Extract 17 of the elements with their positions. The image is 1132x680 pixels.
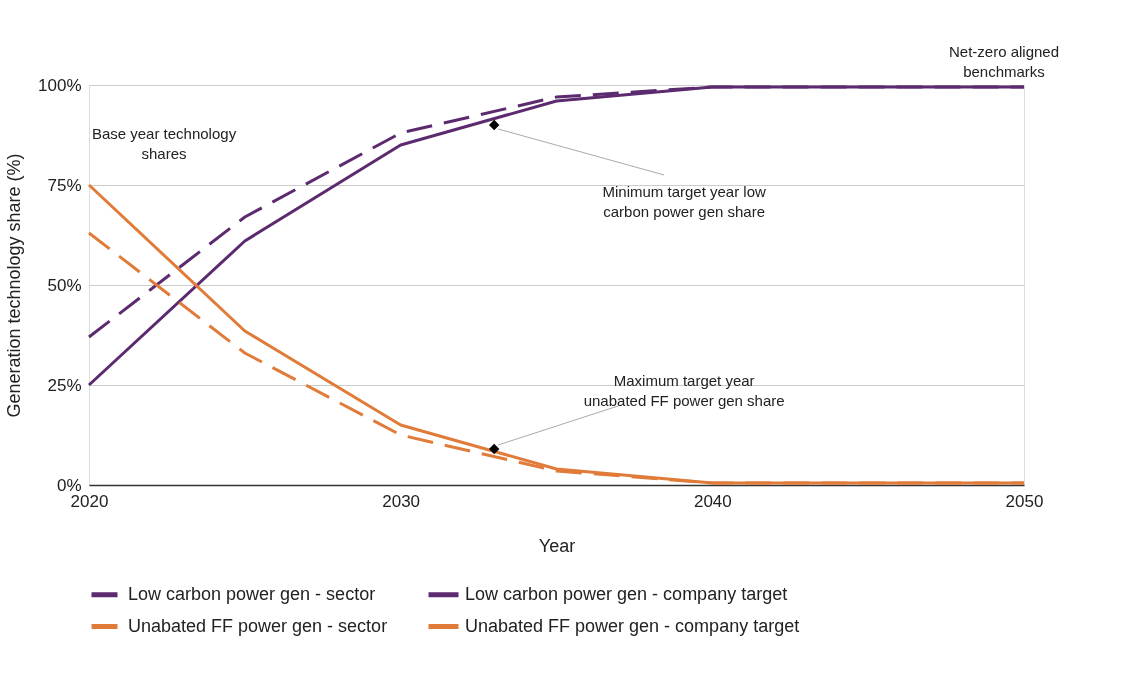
annotation: Base year technology shares (91, 125, 237, 162)
text: Net-zero aligned benchmarks (948, 43, 1060, 80)
annotation: Minimum target year low carbon power gen share (602, 183, 767, 220)
y-tick-label: 75% (47, 175, 82, 195)
y-axis-title: Generation technology share (%) (4, 153, 25, 418)
y-tick-label: 50% (47, 275, 82, 295)
legend-label: Low carbon power gen - company target (465, 583, 788, 604)
legend-label: Low carbon power gen - sector (128, 583, 376, 604)
x-axis-title: Year (538, 535, 576, 556)
legend-label: Unabated FF power gen - sector (128, 615, 388, 636)
x-tick-label: 2040 (693, 491, 732, 511)
x-tick-label: 2030 (382, 491, 421, 511)
annotation: Maximum target year unabated FF power gen share (583, 372, 785, 409)
y-tick-label: 25% (47, 375, 82, 395)
y-tick-label: 100% (38, 75, 82, 95)
x-tick-label: 2050 (1005, 491, 1044, 511)
legend-label: Unabated FF power gen - company target (465, 615, 800, 636)
